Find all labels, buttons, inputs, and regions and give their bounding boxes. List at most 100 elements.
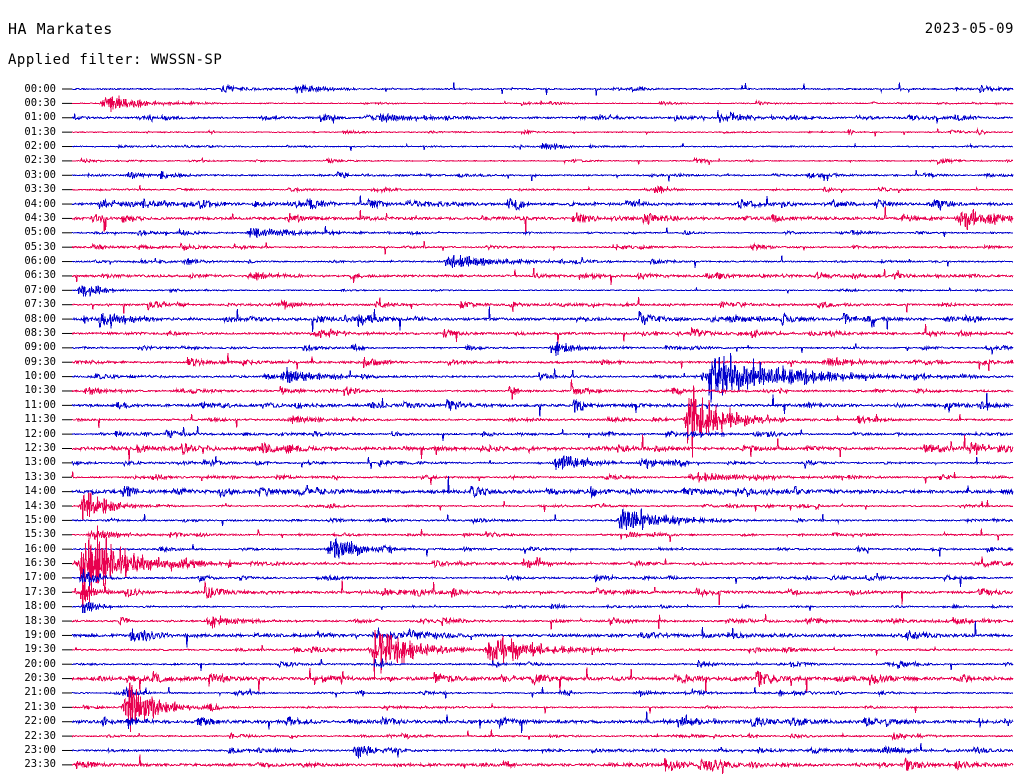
time-tick-label: 18:00 [24, 600, 56, 613]
time-tick-label: 01:00 [24, 111, 56, 124]
time-tick-label: 19:00 [24, 628, 56, 641]
time-tick-label: 00:00 [24, 82, 56, 95]
time-tick-label: 21:00 [24, 686, 56, 699]
trace-1700 [71, 568, 1014, 587]
time-tick-label: 21:30 [24, 700, 56, 713]
time-tick-label: 09:30 [24, 355, 56, 368]
record-date: 2023-05-09 [924, 21, 1014, 37]
trace-1900 [71, 621, 1014, 648]
time-tick-label: 23:30 [24, 758, 56, 771]
trace-1330 [71, 471, 1014, 485]
trace-2300 [71, 742, 1014, 759]
time-tick-label: 19:30 [24, 643, 56, 656]
time-tick-label: 16:30 [24, 557, 56, 570]
trace-1530 [71, 528, 1014, 542]
time-tick-label: 10:00 [24, 370, 56, 383]
trace-0400 [71, 195, 1014, 212]
time-tick-label: 03:30 [24, 183, 56, 196]
time-tick-label: 14:00 [24, 485, 56, 498]
time-tick-label: 17:30 [24, 585, 56, 598]
time-tick-label: 23:00 [24, 743, 56, 756]
trace-0830 [71, 324, 1014, 344]
trace-0930 [71, 353, 1014, 371]
trace-1230 [71, 434, 1014, 462]
time-tick-label: 11:00 [24, 398, 56, 411]
time-tick-label: 05:30 [24, 240, 56, 253]
time-tick-label: 18:30 [24, 614, 56, 627]
time-tick-label: 05:00 [24, 226, 56, 239]
trace-0330 [71, 185, 1014, 194]
trace-1400 [71, 476, 1014, 499]
time-tick-label: 20:30 [24, 672, 56, 685]
time-tick-label: 09:00 [24, 341, 56, 354]
trace-2200 [71, 711, 1014, 733]
time-tick-label: 12:00 [24, 427, 56, 440]
trace-2230 [71, 729, 1014, 741]
time-tick-label: 11:30 [24, 413, 56, 426]
trace-1630 [71, 525, 1014, 609]
trace-0300 [71, 169, 1014, 182]
trace-1130 [71, 385, 1014, 458]
time-tick-label: 06:30 [24, 269, 56, 282]
trace-0130 [71, 127, 1014, 137]
trace-1100 [71, 392, 1014, 417]
trace-2000 [71, 658, 1014, 671]
trace-0030 [71, 95, 1014, 113]
trace-0730 [71, 296, 1014, 314]
time-tick-label: 15:30 [24, 528, 56, 541]
trace-1030 [71, 379, 1014, 400]
time-tick-label: 01:30 [24, 125, 56, 138]
trace-1830 [71, 614, 1014, 630]
trace-0000 [71, 82, 1014, 96]
time-tick-label: 13:30 [24, 470, 56, 483]
trace-1430 [71, 492, 1014, 520]
time-tick-label: 22:00 [24, 715, 56, 728]
time-tick-label: 02:30 [24, 154, 56, 167]
time-tick-label: 15:00 [24, 513, 56, 526]
time-tick-label: 08:30 [24, 326, 56, 339]
time-tick-label: 16:00 [24, 542, 56, 555]
trace-0430 [71, 206, 1014, 233]
trace-0200 [71, 142, 1014, 152]
trace-1800 [71, 601, 1014, 614]
time-tick-label: 04:00 [24, 197, 56, 210]
time-tick-label: 17:00 [24, 571, 56, 584]
applied-filter-label: Applied filter: WWSSN-SP [8, 52, 223, 68]
time-tick-label: 08:00 [24, 312, 56, 325]
trace-1730 [71, 580, 1014, 606]
time-tick-label: 13:00 [24, 456, 56, 469]
trace-1200 [71, 426, 1014, 441]
trace-0530 [71, 241, 1014, 255]
time-tick-label: 22:30 [24, 729, 56, 742]
trace-0600 [71, 255, 1014, 269]
trace-2330 [71, 754, 1014, 775]
page-title: HA Markates [8, 20, 113, 38]
time-tick-label: 20:00 [24, 657, 56, 670]
time-tick-label: 14:30 [24, 499, 56, 512]
trace-0500 [72, 226, 1014, 239]
trace-0100 [71, 110, 1014, 124]
trace-0800 [71, 306, 1014, 332]
trace-1300 [71, 455, 1014, 471]
time-tick-label: 12:30 [24, 442, 56, 454]
time-tick-label: 10:30 [24, 384, 56, 397]
time-tick-label: 07:00 [24, 283, 56, 296]
trace-0630 [71, 267, 1014, 285]
trace-2130 [71, 682, 1014, 732]
time-tick-label: 00:30 [24, 96, 56, 109]
time-tick-label: 02:00 [24, 140, 56, 153]
trace-1000 [71, 353, 1014, 403]
trace-0230 [71, 156, 1014, 166]
trace-2030 [71, 667, 1014, 693]
trace-2100 [71, 686, 1014, 699]
trace-1500 [71, 508, 1014, 531]
time-tick-label: 07:30 [24, 298, 56, 311]
time-tick-label: 03:00 [24, 168, 56, 181]
trace-0900 [71, 341, 1014, 356]
time-tick-label: 04:30 [24, 211, 56, 224]
trace-0700 [71, 285, 1014, 297]
trace-1600 [71, 536, 1014, 559]
time-tick-label: 06:00 [24, 255, 56, 268]
